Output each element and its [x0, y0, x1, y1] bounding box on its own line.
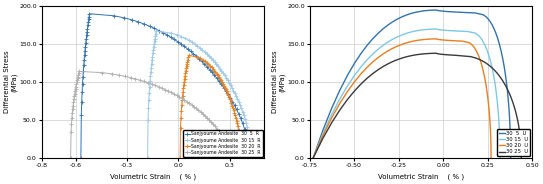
30 20  U	[479, 65, 485, 68]
Sanjyoume Andesite  30 25  R	[73, 81, 80, 83]
Sanjyoume Andesite  30  5  R	[231, 104, 238, 107]
Sanjyoume Andesite  30 15  R	[153, 30, 160, 32]
30 15  U	[497, 157, 503, 159]
30 20  U	[310, 157, 317, 159]
Sanjyoume Andesite  30  5  R	[78, 157, 84, 159]
Sanjyoume Andesite  30 20  R	[185, 58, 191, 61]
Line: 30 20  U: 30 20 U	[313, 39, 491, 158]
30 25  U	[497, 76, 504, 79]
30 15  U	[478, 37, 484, 39]
30 25  U	[392, 59, 399, 62]
30  5  U	[433, 9, 440, 11]
30 15  U	[310, 157, 317, 159]
30 20  U	[471, 46, 477, 48]
30 25  U	[518, 157, 525, 159]
30 20  U	[392, 46, 399, 48]
Y-axis label: Differential Stress
(MPa): Differential Stress (MPa)	[272, 51, 286, 113]
Sanjyoume Andesite  30 20  R	[237, 141, 244, 143]
30 15  U	[433, 28, 440, 30]
Sanjyoume Andesite  30 20  R	[183, 67, 190, 70]
30  5  U	[495, 38, 501, 41]
30  5  U	[507, 157, 514, 159]
30  5  U	[419, 10, 426, 12]
Line: 30 25  U: 30 25 U	[313, 53, 521, 158]
Legend: Sanjyoume Andesite  30  5  R, Sanjyoume Andesite  30 15  R, Sanjyoume Andesite  : Sanjyoume Andesite 30 5 R, Sanjyoume And…	[183, 130, 263, 157]
30 20  U	[419, 39, 426, 41]
Sanjyoume Andesite  30 25  R	[223, 143, 230, 145]
X-axis label: Volumetric Strain    ( % ): Volumetric Strain ( % )	[110, 173, 196, 180]
Sanjyoume Andesite  30 15  R	[249, 157, 255, 159]
Sanjyoume Andesite  30 25  R	[67, 157, 74, 159]
Line: Sanjyoume Andesite  30 20  R: Sanjyoume Andesite 30 20 R	[178, 53, 244, 160]
Sanjyoume Andesite  30 15  R	[152, 35, 159, 37]
Y-axis label: Differential Stress
(MPa): Differential Stress (MPa)	[4, 51, 18, 113]
Sanjyoume Andesite  30  5  R	[247, 157, 254, 159]
30 20  U	[478, 61, 484, 64]
Sanjyoume Andesite  30 25  R	[159, 87, 165, 89]
Sanjyoume Andesite  30  5  R	[85, 18, 92, 20]
Sanjyoume Andesite  30 25  R	[75, 74, 81, 76]
Sanjyoume Andesite  30 25  R	[212, 125, 218, 128]
Sanjyoume Andesite  30 20  R	[238, 157, 245, 159]
X-axis label: Volumetric Strain    ( % ): Volumetric Strain ( % )	[378, 173, 464, 180]
Sanjyoume Andesite  30 15  R	[247, 137, 253, 139]
Sanjyoume Andesite  30  5  R	[86, 13, 93, 15]
Sanjyoume Andesite  30 20  R	[233, 119, 240, 122]
30 20  U	[488, 157, 494, 159]
30  5  U	[486, 20, 493, 22]
Sanjyoume Andesite  30 15  R	[144, 157, 151, 159]
Sanjyoume Andesite  30 15  R	[150, 46, 157, 48]
30 25  U	[433, 52, 440, 54]
Sanjyoume Andesite  30 20  R	[185, 54, 192, 57]
30 25  U	[433, 52, 440, 54]
Sanjyoume Andesite  30  5  R	[84, 31, 90, 33]
Sanjyoume Andesite  30 25  R	[76, 70, 83, 72]
Sanjyoume Andesite  30 25  R	[137, 79, 143, 81]
Sanjyoume Andesite  30 20  R	[207, 65, 213, 67]
Line: Sanjyoume Andesite  30  5  R: Sanjyoume Andesite 30 5 R	[78, 11, 252, 160]
30 15  U	[433, 28, 440, 30]
30  5  U	[392, 19, 399, 21]
Line: Sanjyoume Andesite  30 15  R: Sanjyoume Andesite 30 15 R	[145, 29, 254, 160]
30 25  U	[419, 53, 426, 55]
Sanjyoume Andesite  30  5  R	[175, 41, 181, 43]
30 20  U	[433, 38, 440, 40]
30 25  U	[310, 157, 317, 159]
30  5  U	[496, 43, 503, 45]
30 15  U	[487, 58, 493, 60]
Sanjyoume Andesite  30 25  R	[226, 157, 233, 159]
30 15  U	[392, 37, 399, 39]
30 15  U	[419, 29, 426, 31]
Sanjyoume Andesite  30 20  R	[177, 157, 184, 159]
30 25  U	[479, 60, 485, 62]
Legend: 30  5  U, 30 15  U, 30 20  U, 30 25  U: 30 5 U, 30 15 U, 30 20 U, 30 25 U	[497, 129, 531, 156]
Line: Sanjyoume Andesite  30 25  R: Sanjyoume Andesite 30 25 R	[68, 69, 232, 160]
Sanjyoume Andesite  30  5  R	[243, 134, 250, 136]
Line: 30 15  U: 30 15 U	[313, 29, 500, 158]
30  5  U	[433, 9, 440, 11]
Sanjyoume Andesite  30 20  R	[214, 74, 221, 77]
30 15  U	[485, 54, 492, 56]
30  5  U	[310, 157, 317, 159]
30 20  U	[433, 38, 440, 40]
Sanjyoume Andesite  30  5  R	[151, 27, 157, 29]
Line: 30  5  U: 30 5 U	[313, 10, 510, 158]
Sanjyoume Andesite  30 15  R	[239, 111, 246, 113]
Sanjyoume Andesite  30 15  R	[192, 43, 198, 45]
30 25  U	[495, 73, 501, 75]
Sanjyoume Andesite  30 15  R	[206, 55, 212, 57]
